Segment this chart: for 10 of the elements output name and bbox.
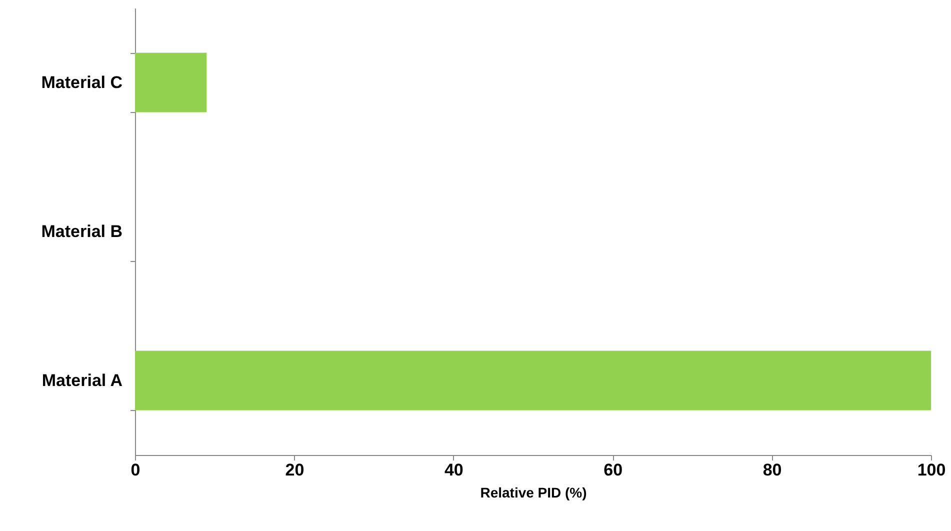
x-tick-label: 20 bbox=[285, 460, 304, 480]
x-tick-label: 100 bbox=[917, 460, 946, 480]
x-tick-label: 40 bbox=[444, 460, 464, 480]
y-tick-label: Material C bbox=[41, 73, 122, 92]
x-axis-title: Relative PID (%) bbox=[480, 484, 587, 500]
x-tick-label: 0 bbox=[130, 460, 140, 480]
x-tick-label: 80 bbox=[762, 460, 782, 480]
y-tick-label: Material B bbox=[41, 222, 122, 241]
y-tick-label: Material A bbox=[42, 371, 122, 390]
x-tick-label: 60 bbox=[604, 460, 623, 480]
